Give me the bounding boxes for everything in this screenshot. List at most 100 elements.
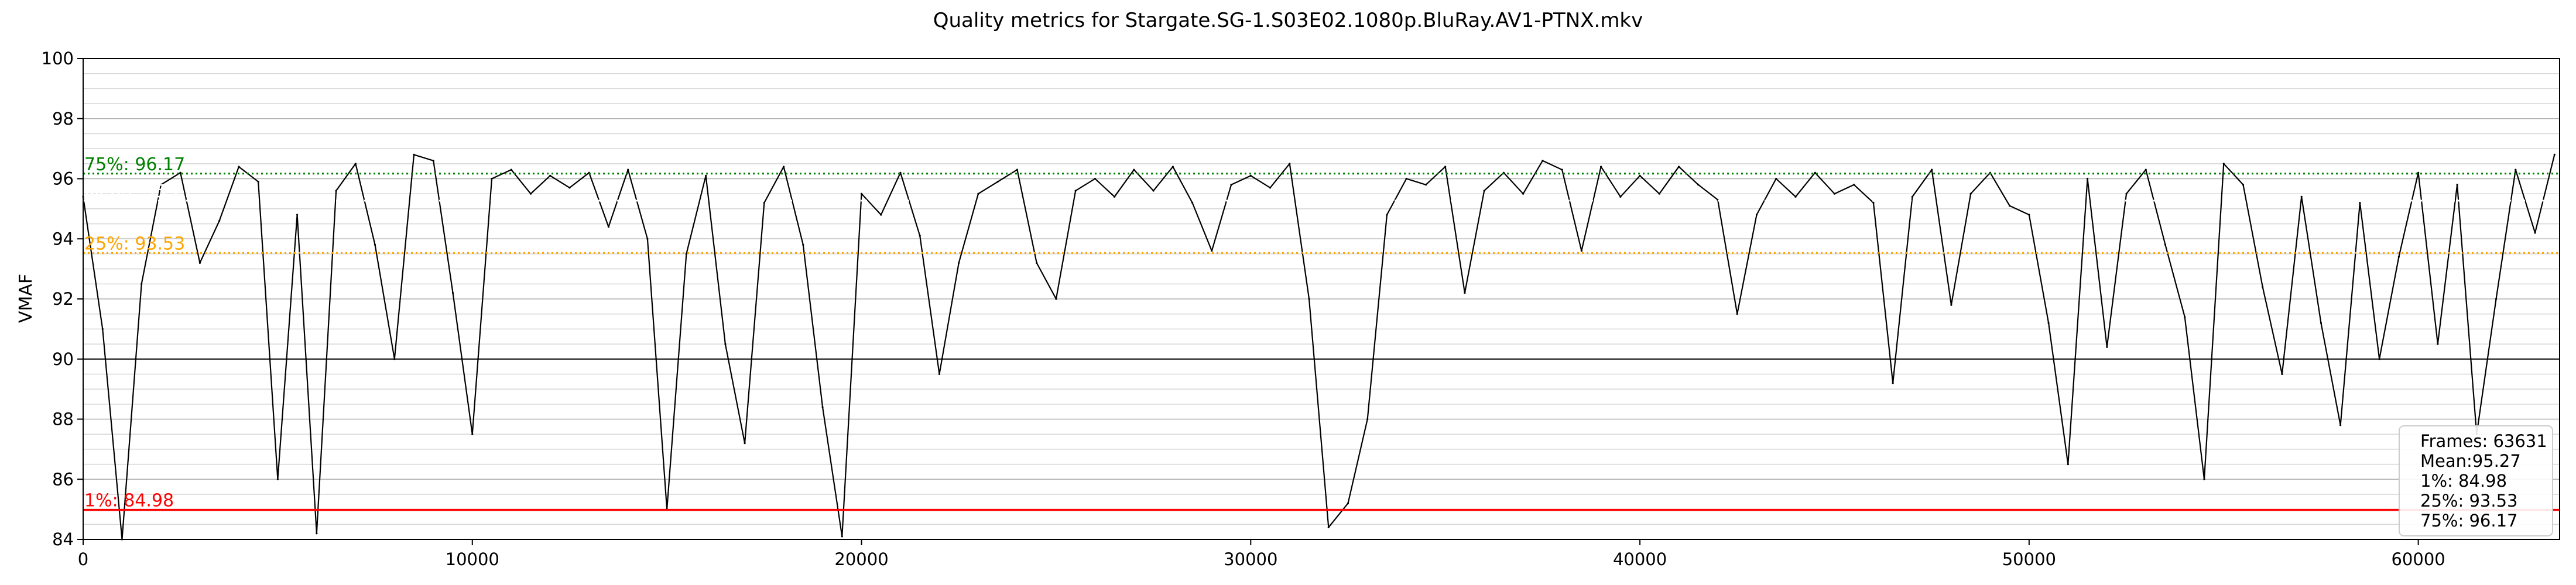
- vmaf-data-point: [2222, 163, 2225, 165]
- y-tick-label: 84: [52, 529, 74, 549]
- x-tick-label: 30000: [1224, 549, 1277, 569]
- vmaf-data-point: [782, 166, 785, 168]
- y-tick-label: 88: [52, 410, 74, 429]
- vmaf-data-point: [977, 192, 979, 195]
- vmaf-data-point: [2145, 168, 2147, 171]
- vmaf-data-point: [1074, 190, 1077, 192]
- vmaf-data-point: [2495, 298, 2498, 300]
- reference-line-label: 1%: 84.98: [84, 491, 174, 511]
- chart-title: Quality metrics for Stargate.SG-1.S03E02…: [933, 9, 1643, 32]
- vmaf-data-point: [2456, 184, 2458, 186]
- vmaf-data-point: [724, 343, 727, 345]
- legend-entry: Mean:95.27: [2420, 451, 2521, 471]
- vmaf-data-point: [1755, 214, 1758, 216]
- vmaf-data-point: [1911, 195, 1914, 198]
- vmaf-data-point: [880, 214, 882, 216]
- vmaf-data-point: [1892, 382, 1894, 384]
- vmaf-data-point: [2086, 177, 2089, 180]
- vmaf-data-point: [1386, 214, 1388, 216]
- vmaf-data-point: [821, 406, 824, 408]
- vmaf-data-point: [1269, 187, 1272, 189]
- vmaf-data-point: [1833, 192, 1836, 195]
- vmaf-data-point: [374, 243, 376, 246]
- vmaf-data-point: [1483, 190, 1485, 192]
- vmaf-data-point: [2300, 195, 2303, 198]
- vmaf-data-point: [2397, 256, 2400, 258]
- x-tick-label: 60000: [2391, 549, 2445, 569]
- vmaf-data-point: [1211, 250, 1213, 252]
- vmaf-data-point: [491, 177, 493, 180]
- vmaf-data-point: [1152, 190, 1155, 192]
- legend-entry: 75%: 96.17: [2420, 511, 2517, 531]
- vmaf-data-point: [2281, 373, 2283, 376]
- vmaf-data-point: [218, 219, 221, 222]
- vmaf-data-point: [1230, 184, 1232, 186]
- reference-line-label: Mean: 95.27: [84, 181, 194, 202]
- vmaf-data-point: [179, 171, 181, 174]
- vmaf-data-point: [996, 181, 999, 183]
- grid-layer: [83, 58, 2560, 540]
- vmaf-series-line: [82, 154, 2556, 541]
- vmaf-data-point: [2378, 358, 2380, 360]
- y-tick-label: 86: [52, 469, 74, 489]
- vmaf-data-point: [1444, 166, 1447, 168]
- y-axis-label: VMAF: [16, 274, 36, 323]
- vmaf-data-point: [2242, 184, 2245, 186]
- vmaf-data-point: [393, 358, 396, 360]
- vmaf-data-point: [568, 187, 571, 189]
- vmaf-data-point: [2184, 316, 2186, 318]
- vmaf-data-point: [685, 253, 687, 255]
- vmaf-data-point: [2125, 192, 2128, 195]
- axes-layer: 84 86 88 90 92 94 96 98 100 0 10000 20000 30000 40000…: [42, 49, 2560, 569]
- vmaf-data-point: [763, 202, 765, 204]
- vmaf-data-point: [938, 373, 941, 376]
- vmaf-data-point: [1094, 177, 1097, 180]
- vmaf-data-point: [276, 478, 279, 480]
- y-tick-label: 98: [52, 109, 74, 129]
- x-tick-label: 0: [78, 549, 88, 569]
- vmaf-data-point: [1561, 168, 1563, 171]
- vmaf-data-point: [2262, 285, 2264, 288]
- x-tick-label: 50000: [2002, 549, 2056, 569]
- vmaf-data-point: [2515, 168, 2517, 171]
- y-tick-label: 90: [52, 349, 74, 369]
- vmaf-data-point: [257, 181, 259, 183]
- y-tick-label: 100: [42, 49, 74, 68]
- vmaf-data-point: [432, 160, 434, 162]
- vmaf-data-point: [1171, 166, 1174, 168]
- vmaf-data-point: [2534, 232, 2536, 234]
- vmaf-data-point: [238, 166, 240, 168]
- vmaf-data-point: [1853, 184, 1855, 186]
- y-tick-label: 92: [52, 289, 74, 309]
- vmaf-data-point: [1969, 192, 1972, 195]
- vmaf-data-point: [1289, 163, 1291, 165]
- vmaf-data-point: [1133, 168, 1135, 171]
- vmaf-data-point: [2203, 478, 2205, 480]
- vmaf-data-point: [2339, 424, 2342, 426]
- vmaf-data-point: [958, 261, 960, 264]
- x-tick-label: 20000: [834, 549, 888, 569]
- vmaf-data-point: [646, 238, 649, 240]
- reference-line-label: 25%: 93.53: [84, 233, 185, 254]
- vmaf-data-point: [627, 168, 629, 171]
- vmaf-data-point: [1191, 202, 1194, 204]
- vmaf-data-point: [1114, 195, 1116, 198]
- vmaf-data-point: [1775, 177, 1777, 180]
- vmaf-data-point: [198, 261, 201, 264]
- y-tick-label: 96: [52, 169, 74, 189]
- x-tick-label: 40000: [1613, 549, 1667, 569]
- vmaf-data-point: [705, 174, 707, 177]
- vmaf-data-point: [1639, 174, 1641, 177]
- legend-background: [2399, 425, 2553, 536]
- vmaf-data-point: [316, 532, 318, 535]
- vmaf-data-point: [2106, 346, 2108, 348]
- vmaf-data-point: [471, 433, 474, 435]
- vmaf-data-point: [802, 243, 804, 246]
- vmaf-data-point: [1405, 177, 1407, 180]
- vmaf-data-point: [2009, 205, 2011, 207]
- vmaf-data-point: [1347, 502, 1349, 504]
- vmaf-data-point: [141, 283, 143, 285]
